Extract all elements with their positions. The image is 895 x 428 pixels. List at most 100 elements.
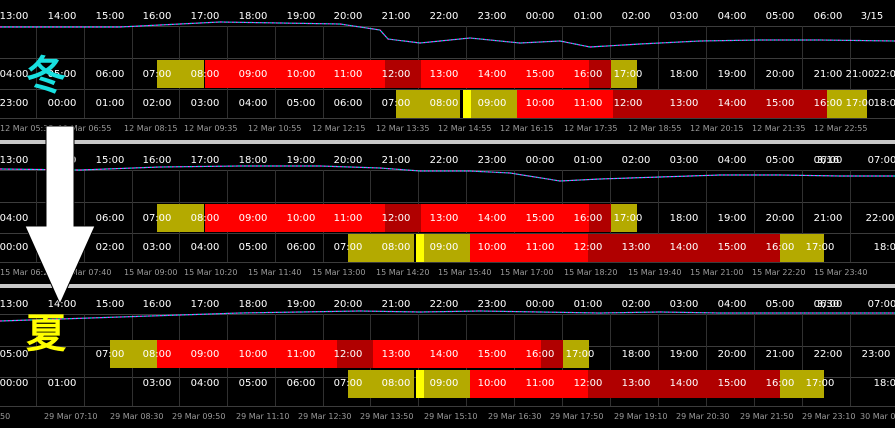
session-hour-label: 12:00 xyxy=(333,349,363,360)
timestamp-label: 12 Mar 08:15 xyxy=(124,124,178,133)
timestamp-label: 15 Mar 07:40 xyxy=(58,268,112,277)
hour-label: 03:00 xyxy=(669,299,699,310)
timestamp-label: 15 Mar 11:40 xyxy=(248,268,302,277)
timestamp-label: 29 Mar 07:10 xyxy=(44,412,98,421)
session-hour-label: 06:00 xyxy=(286,242,316,253)
session-block xyxy=(416,234,424,262)
session-hour-label: 13:00 xyxy=(621,378,651,389)
timestamp-label: 29 Mar 12:30 xyxy=(298,412,352,421)
timestamp-label: 15 Mar 14:20 xyxy=(376,268,430,277)
hour-label: 21:00 xyxy=(381,299,411,310)
session-hour-label: 09:00 xyxy=(429,378,459,389)
session-block xyxy=(463,90,471,118)
session-hour-label: 05:00 xyxy=(238,378,268,389)
hour-label: 16:00 xyxy=(142,155,172,166)
hour-label: 02:00 xyxy=(621,11,651,22)
timestamp-label: 29 Mar 21:50 xyxy=(740,412,794,421)
panel-separator xyxy=(0,284,895,288)
session-hour-label: 14:00 xyxy=(429,349,459,360)
session-hour-label: 16:00 xyxy=(765,242,795,253)
hour-label: 16:00 xyxy=(142,299,172,310)
session-hour-label: 01:00 xyxy=(47,378,77,389)
session-hour-label: 16:00 xyxy=(525,349,555,360)
price-line xyxy=(0,21,895,48)
grid-line xyxy=(132,170,133,262)
session-hour-label: 17:00 xyxy=(613,69,643,80)
grid-line xyxy=(706,314,707,406)
timestamp-label: 29 Mar 08:30 xyxy=(110,412,164,421)
hour-label: 13:00 xyxy=(0,11,29,22)
hour-label: 00:00 xyxy=(525,155,555,166)
grid-line xyxy=(754,26,755,118)
hour-label: 21:00 xyxy=(381,155,411,166)
session-hour-label: 12:00 xyxy=(573,242,603,253)
session-hour-label: 18:00 xyxy=(669,69,699,80)
grid-line xyxy=(754,170,755,262)
session-hour-label: 04:00 xyxy=(0,69,29,80)
session-hour-label: 05:00 xyxy=(238,242,268,253)
session-block xyxy=(563,340,589,368)
date-label: 3/16 xyxy=(816,155,840,166)
session-hour-label: 11:00 xyxy=(525,242,555,253)
session-hour-label: 23:00 xyxy=(861,349,891,360)
grid-line xyxy=(658,170,659,262)
session-block xyxy=(421,204,589,232)
hour-label: 00:00 xyxy=(525,11,555,22)
session-hour-label: 04:00 xyxy=(238,98,268,109)
session-hour-label: 08:00 xyxy=(381,378,411,389)
session-hour-label: 17:00 xyxy=(805,242,835,253)
session-hour-label: 10:00 xyxy=(477,378,507,389)
grid-line xyxy=(36,26,37,118)
session-block xyxy=(348,370,414,398)
session-hour-label: 21:00 xyxy=(845,69,875,80)
date-label: 3/15 xyxy=(860,11,884,22)
session-hour-label: 11:00 xyxy=(573,98,603,109)
session-block xyxy=(396,90,460,118)
hour-label: 18:00 xyxy=(238,11,268,22)
session-hour-label: 10:00 xyxy=(525,98,555,109)
session-hour-label: 22:00 xyxy=(873,69,895,80)
grid-line xyxy=(0,406,895,407)
session-hour-label: 00:00 xyxy=(0,378,29,389)
hour-label: 22:00 xyxy=(429,155,459,166)
hour-label: 19:00 xyxy=(286,299,316,310)
timestamp-label: 29 Mar 13:50 xyxy=(360,412,414,421)
grid-line xyxy=(850,26,851,118)
timestamp-label: 29 Mar 17:50 xyxy=(550,412,604,421)
session-block xyxy=(780,234,824,262)
session-hour-label: 14:00 xyxy=(669,242,699,253)
hour-label: 01:00 xyxy=(573,299,603,310)
timestamp-label: 12 Mar 22:55 xyxy=(814,124,868,133)
grid-line xyxy=(0,89,895,90)
hour-label: 15:00 xyxy=(95,155,125,166)
session-block xyxy=(588,370,780,398)
timestamp-label: 12 Mar 13:35 xyxy=(376,124,430,133)
timestamp-label: 29 Mar 09:50 xyxy=(172,412,226,421)
session-hour-label: 09:00 xyxy=(190,349,220,360)
chart-panel-winter-late: 13:00 14:00 15:00 16:00 17:00 18:00 19:00 20:00… xyxy=(0,144,895,284)
hour-label: 13:00 xyxy=(0,299,29,310)
timestamp-label: 15 Mar 23:40 xyxy=(814,268,868,277)
session-hour-label: 15:00 xyxy=(525,213,555,224)
session-hour-label: 08:00 xyxy=(429,98,459,109)
grid-line xyxy=(132,26,133,118)
timestamp-label: 12 Mar 16:15 xyxy=(500,124,554,133)
session-hour-label: 12:00 xyxy=(613,98,643,109)
session-block xyxy=(421,60,589,88)
timestamp-label: 15 Mar 18:20 xyxy=(564,268,618,277)
session-hour-label: 18:00 xyxy=(669,213,699,224)
hour-label: 22:00 xyxy=(429,11,459,22)
session-hour-label: 22:00 xyxy=(813,349,843,360)
session-block xyxy=(337,340,373,368)
timestamp-label: 29 Mar 15:10 xyxy=(424,412,478,421)
session-hour-label: 07:00 xyxy=(142,213,172,224)
session-hour-label: 07:00 xyxy=(95,349,125,360)
timestamp-label: 12 Mar 10:55 xyxy=(248,124,302,133)
grid-line xyxy=(802,314,803,406)
hour-label: 19:00 xyxy=(286,11,316,22)
session-block xyxy=(471,90,517,118)
session-hour-label: 21:00 xyxy=(813,69,843,80)
panel-separator xyxy=(0,140,895,144)
grid-line xyxy=(0,262,895,263)
session-hour-label: 06:00 xyxy=(333,98,363,109)
